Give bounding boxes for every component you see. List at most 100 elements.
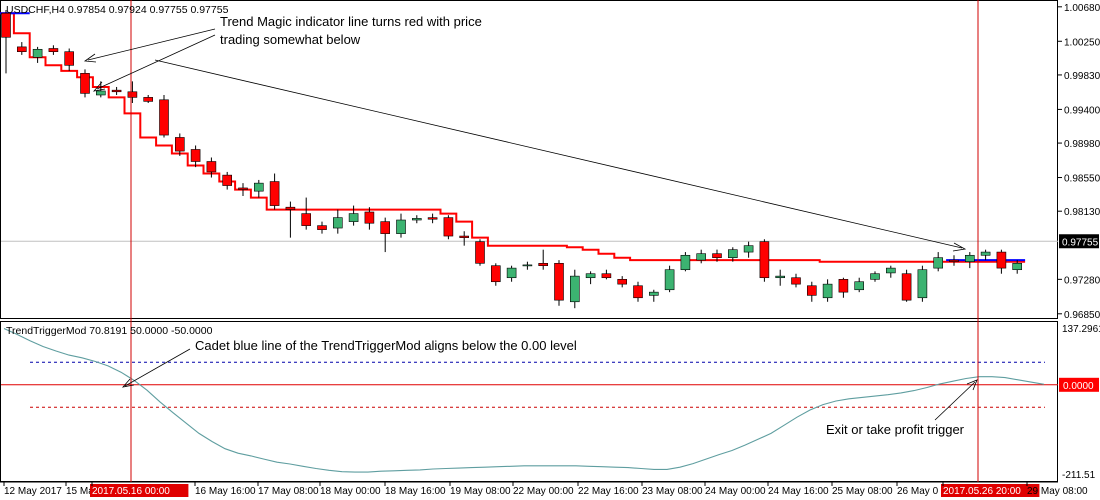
candle-body <box>996 251 1007 269</box>
candle-body <box>111 89 122 93</box>
candle <box>806 281 817 302</box>
candle <box>554 260 564 306</box>
candle <box>64 48 74 71</box>
candle-body <box>554 262 564 301</box>
candle-body <box>648 291 659 296</box>
candle-body <box>348 213 359 222</box>
candle-body <box>364 211 375 224</box>
candle-body <box>96 90 106 96</box>
annotation-arrowhead-4 <box>121 378 135 388</box>
time-label: 24 May 16:00 <box>768 486 829 497</box>
candle <box>822 279 833 302</box>
time-label: 22 May 00:00 <box>513 486 574 497</box>
candle <box>585 271 596 285</box>
trend-trigger-line <box>3 327 1045 473</box>
time-label: 29 May 08:00 <box>1027 486 1088 497</box>
time-label: 19 May 08:00 <box>450 486 511 497</box>
candle-body <box>285 206 296 210</box>
annotation-trend-magic-line-2: trading somewhat below <box>220 32 361 47</box>
candle-body <box>696 253 707 261</box>
candle <box>996 249 1007 274</box>
candle-body <box>269 181 280 206</box>
candle <box>980 249 991 261</box>
candle <box>569 269 580 309</box>
candle <box>190 145 201 168</box>
candle <box>917 265 928 302</box>
candle <box>901 269 912 302</box>
candle <box>127 81 138 103</box>
time-label: 24 May 00:00 <box>705 486 766 497</box>
price-axis: 1.00680 1.00250 0.99830 0.99400 0.98980 0.985… <box>1058 3 1100 321</box>
candle <box>475 239 485 266</box>
candle <box>775 269 786 286</box>
candle-body <box>949 259 959 262</box>
candle-body <box>238 187 248 190</box>
annotation-arrow-3 <box>154 59 963 249</box>
candle <box>348 205 359 226</box>
candle-body <box>411 218 422 221</box>
candle-body <box>1 12 11 38</box>
candle <box>490 263 501 286</box>
highlighted-time-box <box>941 484 1040 497</box>
candle-body <box>332 217 343 229</box>
time-label: 15 Ma <box>66 486 94 497</box>
candle <box>332 209 343 234</box>
candle-body <box>633 285 643 299</box>
candle <box>285 201 296 238</box>
candle <box>111 86 122 95</box>
candle-body <box>933 257 944 269</box>
candles <box>1 10 1023 309</box>
candle-body <box>917 269 928 299</box>
candle-body <box>538 262 549 267</box>
candle-body <box>143 97 153 102</box>
candle <box>538 249 549 270</box>
candle-body <box>1012 262 1023 271</box>
candle <box>143 94 153 103</box>
candle <box>949 255 959 266</box>
candle-body <box>490 265 501 283</box>
annotation-cadet-blue: Cadet blue line of the TrendTriggerMod a… <box>121 338 577 388</box>
candle <box>870 271 880 282</box>
candle-body <box>222 174 232 186</box>
annotation-arrowhead-5 <box>966 379 978 391</box>
candle <box>301 197 312 230</box>
time-label: 26 May 0 <box>897 486 939 497</box>
candle <box>396 213 406 238</box>
candle <box>427 213 438 224</box>
candle <box>364 207 375 230</box>
highlighted-time-label: 2017.05.26 20:00 <box>943 486 1021 497</box>
candle <box>759 239 770 282</box>
candle <box>222 171 232 190</box>
price-tick-label: 0.98550 <box>1064 174 1100 185</box>
price-tick-label: 0.97280 <box>1064 275 1100 286</box>
candle-body <box>48 48 59 52</box>
candle-body <box>254 182 264 192</box>
candle <box>380 217 391 253</box>
annotation-trend-magic-line-1: Trend Magic indicator line turns red wit… <box>220 14 482 29</box>
candle-body <box>380 221 391 234</box>
candle <box>601 269 612 280</box>
candle-body <box>459 235 470 238</box>
current-price-box <box>1059 234 1099 249</box>
annotation-arrow-5 <box>934 381 976 421</box>
candle <box>680 252 691 272</box>
price-tick-label: 1.00250 <box>1064 37 1100 48</box>
candle-body <box>80 73 90 94</box>
indicator-title: TrendTriggerMod 70.8191 50.0000 -50.0000 <box>6 325 213 337</box>
annotation-arrowhead-1 <box>83 53 97 63</box>
candle-body <box>617 279 628 285</box>
current-price-label: 0.97755 <box>1062 237 1099 248</box>
annotation-arrowhead-3 <box>952 242 967 252</box>
price-tick-label: 0.96850 <box>1064 310 1100 321</box>
candle <box>254 179 264 198</box>
candle <box>16 42 27 55</box>
candle <box>712 249 722 262</box>
candle-body <box>775 275 786 279</box>
candle-body <box>396 219 406 234</box>
candle <box>175 133 185 156</box>
candle <box>727 247 738 262</box>
candle-body <box>64 51 74 66</box>
indicator-y-bottom-label: -211.51 <box>1062 470 1096 481</box>
main-panel-frame <box>0 0 1058 319</box>
